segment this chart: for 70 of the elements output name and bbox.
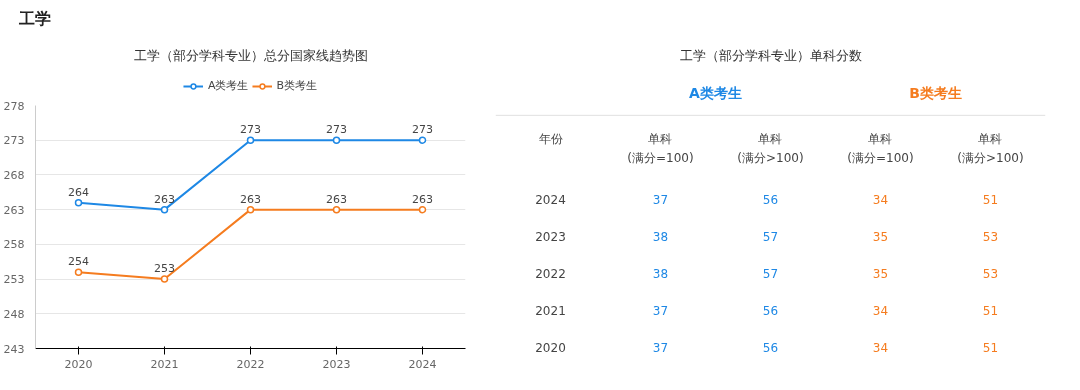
y-tick-label: 2022 (535, 267, 566, 282)
data-label: 273 (326, 123, 347, 137)
x-tick-label: 单科 (满分=100) (847, 132, 914, 165)
x-tick-label: 2024 (408, 357, 437, 371)
y-tick-label: 2021 (535, 303, 566, 318)
data-label: 34 (872, 303, 889, 318)
x-tick-label: 2023 (322, 357, 351, 371)
chart-title: 工学（部分学科专业）总分国家线趋势图 (133, 47, 368, 63)
data-label: 34 (872, 340, 889, 355)
text: 工学 (17, 9, 51, 28)
text: B类考生 (909, 85, 962, 102)
data-label: 51 (982, 193, 999, 208)
data-label: 263 (326, 192, 347, 206)
y-tick-label: 2020 (535, 340, 566, 355)
data-label: 53 (982, 230, 999, 245)
y-tick-label: 273 (3, 134, 25, 148)
data-label: 254 (68, 255, 89, 269)
y-tick-label: 263 (3, 203, 25, 217)
y-axis-title: 年份 (538, 132, 563, 147)
y-tick-label: 278 (3, 99, 25, 113)
x-tick-label: 2022 (236, 357, 265, 371)
point (160, 205, 169, 214)
y-tick-label: 258 (3, 238, 25, 252)
point (74, 198, 83, 207)
chart-title: 工学（部分学科专业）单科分数 (679, 47, 862, 63)
point (332, 136, 341, 144)
data-label: 253 (154, 262, 175, 276)
y-tick-label: 253 (3, 273, 25, 287)
point (160, 275, 169, 283)
x-tick-label: 单科 (满分>100) (737, 132, 804, 165)
data-label: 37 (652, 340, 669, 355)
data-label: 56 (762, 303, 779, 318)
data-label: 34 (872, 193, 889, 208)
data-label: 53 (982, 267, 999, 282)
data-label: 273 (240, 123, 261, 137)
y-tick-label: 248 (3, 307, 25, 321)
point (246, 205, 255, 214)
data-label: 38 (652, 267, 669, 282)
y-tick-label: 243 (3, 342, 25, 356)
point (74, 268, 83, 276)
data-label: 35 (872, 230, 889, 245)
data-label: 57 (762, 230, 779, 245)
x-tick-label: 2020 (64, 357, 93, 371)
legend-label: A类考生 (207, 78, 249, 93)
data-label: 37 (652, 303, 669, 318)
text: A类考生 (689, 85, 742, 102)
point (332, 205, 341, 214)
data-label: 264 (68, 185, 89, 199)
point (418, 205, 427, 214)
data-label: 263 (154, 192, 175, 206)
point (418, 136, 427, 144)
data-label: 51 (982, 303, 999, 318)
legend-label: B类考生 (276, 78, 318, 93)
data-label: 57 (762, 267, 779, 282)
x-tick-label: 单科 (满分>100) (957, 132, 1024, 165)
data-label: 56 (762, 193, 779, 208)
x-tick-label: 2021 (150, 357, 179, 371)
data-label: 35 (872, 267, 889, 282)
y-tick-label: 2023 (535, 230, 566, 245)
data-label: 51 (982, 340, 999, 355)
data-label: 38 (652, 230, 669, 245)
x-tick-label: 单科 (满分=100) (627, 132, 694, 165)
data-label: 263 (412, 192, 433, 206)
point (246, 136, 255, 144)
data-label: 37 (652, 193, 669, 208)
y-tick-label: 268 (3, 168, 25, 182)
y-tick-label: 2024 (535, 193, 566, 208)
data-label: 56 (762, 340, 779, 355)
data-label: 263 (240, 192, 261, 206)
data-label: 273 (412, 123, 433, 137)
